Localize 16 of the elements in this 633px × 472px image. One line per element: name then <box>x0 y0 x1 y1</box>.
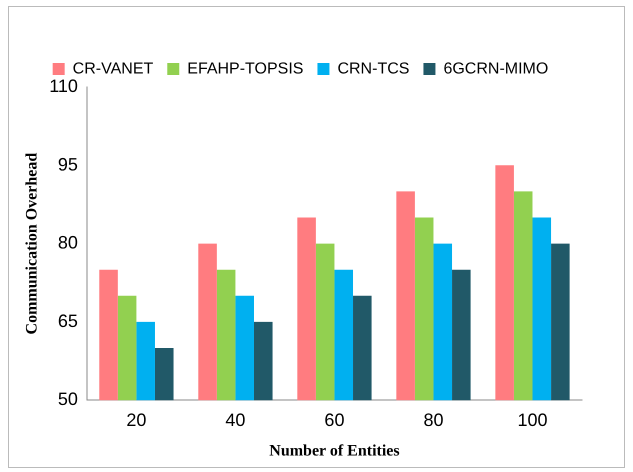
x-tick-label: 100 <box>517 410 548 430</box>
x-tick-label: 80 <box>423 410 444 430</box>
y-tick-label: 50 <box>58 389 78 410</box>
y-axis-title: Communication Overhead <box>24 152 41 334</box>
legend-label: EFAHP-TOPSIS <box>187 60 304 78</box>
y-tick-label: 95 <box>58 154 78 174</box>
y-tick-label: 80 <box>58 232 78 253</box>
legend-label: 6GCRN-MIMO <box>443 60 548 78</box>
legend-label: CR-VANET <box>72 60 154 78</box>
y-tick-label: 65 <box>58 310 78 331</box>
x-tick-label: 40 <box>225 410 246 430</box>
x-axis-title: Number of Entities <box>269 442 400 460</box>
x-tick-label: 20 <box>126 410 146 430</box>
y-tick-label: 110 <box>49 76 78 96</box>
x-tick-label: 60 <box>324 410 344 430</box>
legend-label: CRN-TCS <box>337 60 410 78</box>
